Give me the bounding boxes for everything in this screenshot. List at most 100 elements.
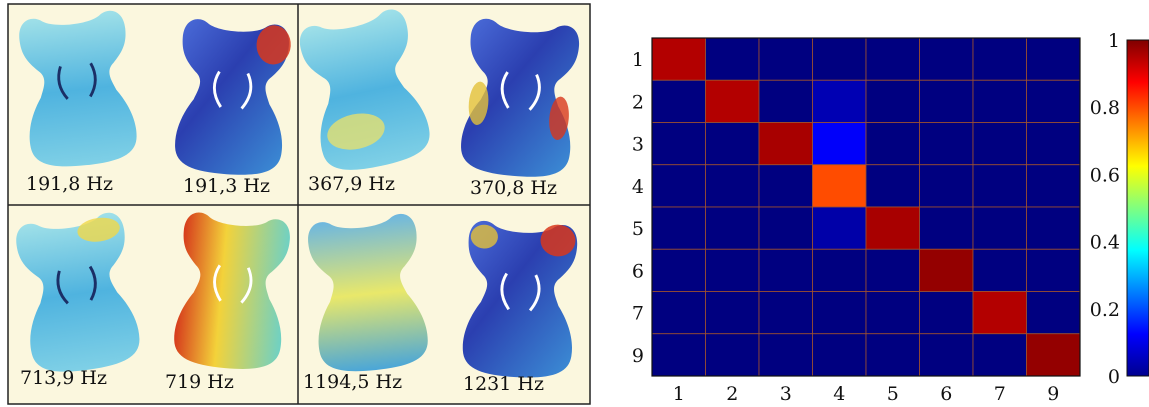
freq-label-2b: 370,8 Hz [470,177,557,199]
heatmap-cell-4-3 [758,164,813,208]
colorbar-tick-label: 0 [1108,366,1120,388]
heatmap-cell-7-5 [865,291,920,335]
heatmap-cell-3-4 [812,122,867,166]
freq-label-4b: 1231 Hz [463,373,544,395]
heatmap-cell-4-2 [705,164,760,208]
heatmap-cell-6-4 [812,248,867,292]
heatmap-cell-5-7 [972,206,1027,250]
heatmap-cell-4-7 [972,164,1027,208]
violin-mode-3-experimental [13,210,143,378]
heatmap-cell-7-2 [705,291,760,335]
y-tick-labels: 1 2 3 4 5 6 7 9 [632,49,644,367]
heatmap-cell-6-1 [651,248,706,292]
heatmap-cell-5-3 [758,206,813,250]
heatmap-cell-1-6 [919,37,974,81]
heatmap-cell-1-4 [812,37,867,81]
y-tick-label: 2 [632,91,644,113]
colorbar-tick-label: 1 [1108,30,1120,52]
heatmap-cell-4-6 [919,164,974,208]
y-tick-label: 3 [632,134,644,156]
heatmap-cell-2-5 [865,79,920,123]
freq-label-3b: 719 Hz [165,371,234,393]
violin-mode-2-numerical [458,17,581,181]
heatmap-cell-9-7 [972,333,1027,377]
heatmap-cell-1-3 [758,37,813,81]
heatmap-cell-5-6 [919,206,974,250]
heatmap-cell-1-1 [651,37,706,81]
freq-label-1a: 191,8 Hz [26,173,113,195]
freq-label-4a: 1194,5 Hz [303,371,402,393]
violin-mode-3-numerical [171,211,292,373]
x-tick-label: 3 [780,383,792,405]
heatmap-cell-3-6 [919,122,974,166]
heatmap-cell-7-3 [758,291,813,335]
x-tick-label: 5 [887,383,899,405]
heatmap-cell-2-4 [812,79,867,123]
x-tick-labels: 1 2 3 4 5 6 7 9 [673,383,1060,405]
y-tick-label: 4 [632,176,644,198]
heatmap-cell-7-4 [812,291,867,335]
violin-mode-1-experimental [17,9,140,171]
violin-modes-figure: 191,8 Hz 191,3 Hz 367,9 Hz 370,8 Hz 713,… [7,3,591,405]
heatmap-cell-4-1 [651,164,706,208]
y-tick-label: 9 [632,345,644,367]
heatmap-cell-4-9 [1026,164,1081,208]
heatmap-cell-4-4 [812,164,867,208]
heatmap-cell-3-3 [758,122,813,166]
colorbar-tick-labels: 0 0.2 0.4 0.6 0.8 1 [1090,30,1120,388]
violin-mode-1-numerical [173,18,291,178]
violin-mode-4-numerical [461,220,579,380]
heatmap-cells [651,37,1081,377]
x-tick-label: 9 [1047,383,1059,405]
heatmap-cell-9-5 [865,333,920,377]
heatmap-cell-9-2 [705,333,760,377]
heatmap-cell-6-2 [705,248,760,292]
x-tick-label: 4 [833,383,845,405]
heatmap-cell-2-3 [758,79,813,123]
heatmap-cell-6-7 [972,248,1027,292]
heatmap-cell-2-9 [1026,79,1081,123]
heatmap-cell-5-1 [651,206,706,250]
heatmap-cell-3-7 [972,122,1027,166]
heatmap-cell-3-1 [651,122,706,166]
heatmap-cell-5-2 [705,206,760,250]
heatmap-cell-5-4 [812,206,867,250]
heatmap-cell-1-7 [972,37,1027,81]
heatmap-cell-9-9 [1026,333,1081,377]
heatmap-cell-7-6 [919,291,974,335]
y-tick-label: 6 [632,260,644,282]
heatmap-cell-4-5 [865,164,920,208]
heatmap-cell-9-6 [919,333,974,377]
heatmap-cell-1-5 [865,37,920,81]
heatmap-cell-9-3 [758,333,813,377]
colorbar-tick-label: 0.2 [1090,299,1120,321]
y-tick-label: 7 [632,303,644,325]
heatmap-frame [651,37,1081,377]
colorbar-tick-label: 0.6 [1090,164,1120,186]
colorbar-tick-label: 0.8 [1090,97,1120,119]
freq-label-1b: 191,3 Hz [183,175,270,197]
heatmap-cell-2-2 [705,79,760,123]
freq-label-3a: 713,9 Hz [20,367,107,389]
panel-frame [7,3,591,405]
heatmap-cell-6-6 [919,248,974,292]
colorbar-tick-label: 0.4 [1090,232,1120,254]
y-tick-label: 1 [632,49,644,71]
colorbar [1126,39,1149,377]
x-tick-label: 1 [673,383,685,405]
heatmap-cell-6-3 [758,248,813,292]
heatmap-cell-6-9 [1026,248,1081,292]
heatmap-cell-7-7 [972,291,1027,335]
x-tick-label: 6 [940,383,952,405]
violin-modes-svg: 191,8 Hz 191,3 Hz 367,9 Hz 370,8 Hz 713,… [7,3,591,405]
y-tick-label: 5 [632,218,644,240]
heatmap-cell-2-6 [919,79,974,123]
heatmap-cell-3-9 [1026,122,1081,166]
heatmap-cell-2-7 [972,79,1027,123]
heatmap-cell-7-9 [1026,291,1081,335]
heatmap-cell-9-1 [651,333,706,377]
heatmap-cell-2-1 [651,79,706,123]
heatmap-cell-3-5 [865,122,920,166]
freq-label-2a: 367,9 Hz [308,173,395,195]
x-tick-label: 7 [994,383,1006,405]
